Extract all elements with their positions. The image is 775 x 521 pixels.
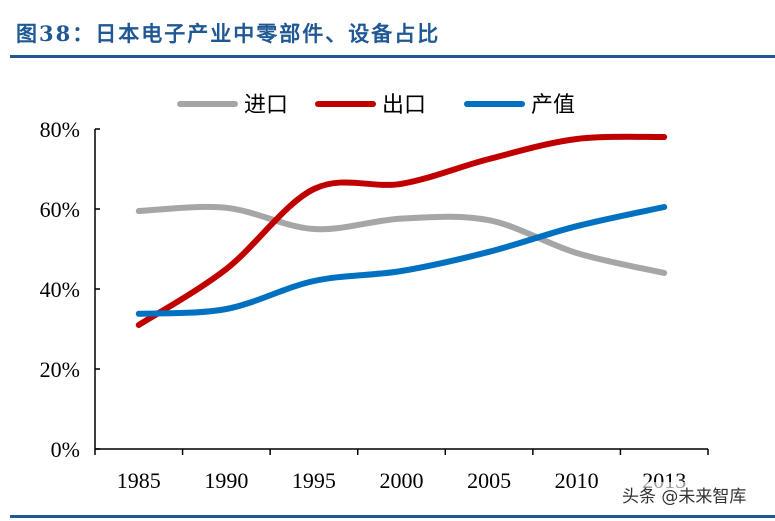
series-line-产值 — [135, 204, 668, 317]
y-tick-label: 0% — [51, 437, 80, 462]
x-tick-label: 1995 — [292, 468, 336, 493]
legend-label: 产值 — [531, 93, 575, 118]
series-line-进口 — [135, 203, 668, 276]
y-tick-label: 60% — [40, 197, 80, 222]
y-tick-label: 40% — [40, 277, 80, 302]
legend-label: 出口 — [382, 93, 426, 118]
y-tick-label: 80% — [40, 117, 80, 142]
x-tick-label: 2000 — [380, 468, 424, 493]
bottom-rule — [10, 515, 775, 518]
title-rule — [10, 55, 775, 58]
y-tick-label: 20% — [40, 357, 80, 382]
x-tick-label: 2005 — [467, 468, 511, 493]
watermark: 头条 @未来智库 — [622, 482, 747, 507]
series-line-出口 — [135, 133, 668, 328]
x-tick-label: 2010 — [555, 468, 599, 493]
figure-title: 图38：日本电子产业中零部件、设备占比 — [16, 21, 441, 46]
x-tick-label: 1990 — [204, 468, 248, 493]
x-tick-label: 1985 — [117, 468, 161, 493]
legend-label: 进口 — [244, 93, 288, 118]
